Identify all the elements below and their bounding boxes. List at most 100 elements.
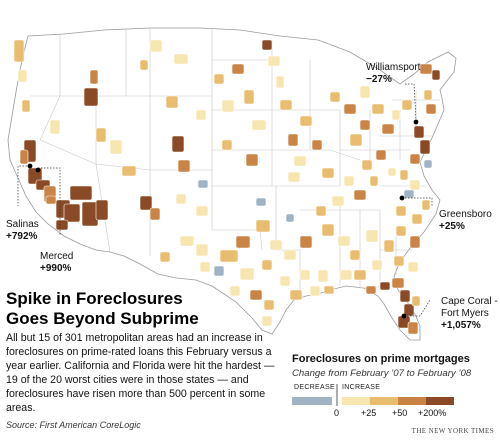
metro-area-patch — [299, 115, 313, 127]
metro-area-patch — [199, 261, 211, 273]
body-text: All but 15 of 301 metropolitan areas had… — [6, 332, 275, 414]
callout-merced-value: +990% — [40, 263, 72, 274]
metro-area-patch — [279, 99, 293, 111]
metro-area-patch — [109, 139, 123, 155]
callout-williamsport-name: Williamsport — [366, 62, 421, 73]
credit-line: THE NEW YORK TIMES — [411, 427, 494, 435]
metro-area-patch — [395, 205, 407, 217]
metro-area-patch — [221, 139, 233, 151]
legend-tick-0: 0 — [334, 408, 340, 418]
callout-leaders — [17, 83, 433, 317]
metro-area-patch — [243, 89, 255, 105]
metro-area-patch — [343, 175, 355, 187]
legend-chip-50-200 — [398, 397, 426, 405]
legend-chip-200-plus — [426, 397, 454, 405]
metro-area-patch — [179, 235, 195, 247]
metro-area-patch — [359, 85, 371, 99]
callout-greensboro-value: +25% — [439, 221, 465, 232]
metro-area-patch — [139, 195, 153, 211]
metro-area-patch — [299, 269, 311, 281]
metro-area-patch — [267, 55, 281, 67]
metro-area-patch — [321, 167, 335, 179]
metro-area-patch — [255, 197, 267, 207]
metro-area-patch — [149, 39, 163, 53]
metro-area-patch — [411, 213, 423, 225]
metro-area-patch — [83, 87, 99, 107]
metro-area-patch — [251, 119, 267, 131]
legend-title: Foreclosures on prime mortgages — [292, 353, 470, 365]
legend-decrease-label: DECREASE — [294, 384, 335, 391]
source-note: Source: First American CoreLogic — [6, 420, 141, 430]
metro-area-patch — [175, 193, 187, 205]
metro-area-patch — [221, 99, 235, 113]
legend-chip-0-25 — [342, 397, 370, 405]
metro-area-patch — [165, 95, 179, 109]
metro-area-patch — [419, 139, 431, 155]
metro-area-patch — [349, 133, 363, 147]
metro-area-patch — [269, 239, 283, 251]
headline: Spike in Foreclosures Goes Beyond Subpri… — [6, 289, 246, 329]
metro-area-patch — [399, 169, 409, 181]
metro-area-patch — [349, 249, 361, 261]
callout-capecoral-name: Cape Coral - — [441, 296, 498, 307]
legend-tick-25: +25 — [361, 408, 377, 418]
metro-area-patch — [261, 315, 273, 327]
metro-area-patch — [413, 125, 425, 139]
metro-area-patch — [275, 75, 285, 89]
metro-area-patch — [309, 285, 321, 297]
metro-area-patch — [63, 203, 81, 223]
metro-area-patch — [371, 259, 383, 271]
metro-area-patch — [421, 199, 431, 211]
metro-area-patch — [407, 261, 419, 273]
metro-area-patch — [287, 133, 299, 147]
state-borders — [30, 28, 440, 296]
metro-area-patch — [213, 265, 225, 277]
metro-area-patch — [409, 235, 421, 249]
metro-area-patch — [353, 269, 367, 281]
metro-area-patch — [13, 39, 25, 63]
callout-salinas-name: Salinas — [6, 219, 39, 230]
metro-area-patch — [197, 179, 209, 189]
metro-area-patch — [17, 69, 28, 83]
metro-area-patch — [263, 299, 275, 311]
metro-area-patch — [423, 89, 433, 101]
metro-area-patch — [323, 285, 335, 295]
metro-area-patch — [419, 63, 433, 75]
metro-area-patch — [81, 201, 99, 227]
metro-area-patch — [95, 199, 109, 221]
metro-area-patch — [219, 249, 239, 263]
callout-salinas-value: +792% — [6, 231, 38, 242]
metro-area-patch — [343, 103, 357, 115]
legend-chip-decrease — [292, 397, 332, 405]
metro-area-patch — [411, 295, 421, 307]
legend-tick-200: +200% — [418, 408, 447, 418]
metro-area-patch — [195, 243, 209, 257]
callout-williamsport-value: −27% — [366, 74, 392, 85]
headline-line-1: Spike in Foreclosures — [6, 289, 183, 308]
metro-area-patch — [283, 249, 297, 261]
metro-area-patch — [321, 223, 335, 237]
metro-area-patch — [19, 149, 29, 165]
metro-area-patch — [383, 239, 395, 253]
metro-area-patch — [407, 321, 419, 335]
metro-area-patch — [69, 185, 93, 201]
metro-area-patch — [287, 171, 301, 183]
metro-area-patch — [371, 103, 385, 115]
callout-capecoral-value: +1,057% — [441, 320, 481, 331]
legend-chip-25-50 — [370, 397, 398, 405]
metro-area-patch — [261, 259, 273, 271]
metro-area-patch — [403, 189, 415, 199]
metro-area-patch — [213, 73, 225, 85]
legend-tick-50: +50 — [392, 408, 408, 418]
metro-area-patch — [45, 195, 57, 205]
metro-area-patch — [391, 109, 401, 121]
legend-color-scale — [292, 384, 454, 406]
callout-dots — [27, 119, 419, 319]
metro-area-patch — [177, 159, 191, 173]
metro-area-patch — [195, 109, 207, 121]
metro-area-patch — [299, 235, 313, 249]
metro-area-patch — [353, 189, 367, 201]
metro-area-patch — [423, 159, 433, 169]
metro-area-patch — [21, 99, 31, 113]
